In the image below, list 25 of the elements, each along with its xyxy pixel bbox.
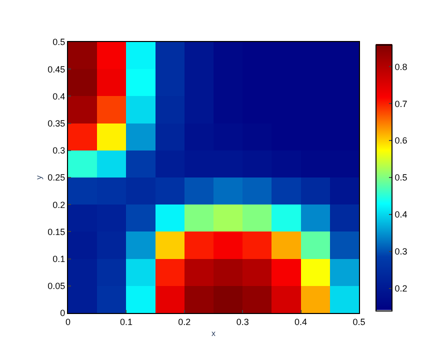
x-tick-label: 0.5 [352,316,366,327]
color-bar-label: 0.6 [394,136,408,146]
x-tick-label: 0.4 [294,316,308,327]
y-tick-label: 0.05 [48,281,66,292]
y-tick-label: 0.5 [52,37,66,48]
y-tick-label: 0.15 [48,226,66,237]
color-bar-label: 0.7 [394,98,408,109]
x-tick-label: 0.2 [178,316,191,327]
color-bar-label: 0.8 [394,62,408,72]
y-tick-label: 0.35 [48,118,66,128]
y-tick-label: 0 [60,308,66,318]
y-axis-title: y [34,176,44,180]
y-tick-label: 0.4 [52,91,66,102]
y-tick-label: 0.45 [48,64,66,74]
x-tick-label: 0.1 [120,316,132,327]
color-bar-label: 0.2 [394,283,408,294]
color-bar-label: 0.4 [394,210,408,220]
y-tick-label: 0.3 [52,146,66,156]
x-axis-title: x [212,328,216,338]
x-tick-label: 0.3 [236,316,249,327]
color-bar-label: 0.3 [394,246,408,257]
y-tick-label: 0.1 [52,254,66,264]
y-tick-label: 0.2 [52,200,66,210]
color-bar-label: 0.5 [394,172,408,183]
y-tick-label: 0.25 [48,172,66,183]
